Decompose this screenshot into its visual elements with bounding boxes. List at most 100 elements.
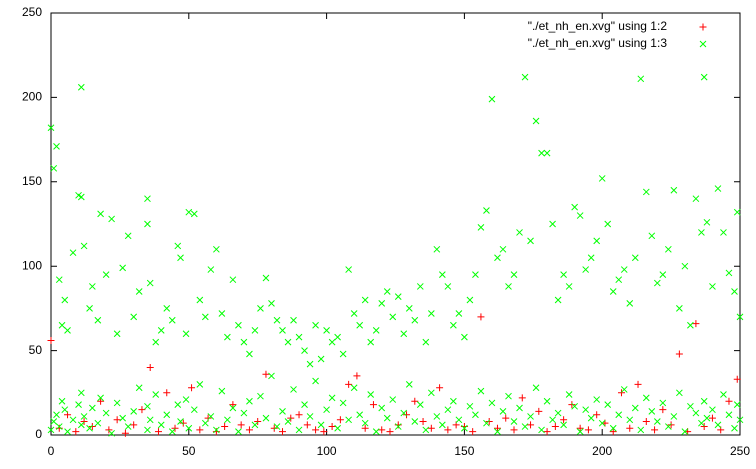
point bbox=[53, 411, 60, 419]
point bbox=[411, 418, 419, 425]
point bbox=[246, 397, 253, 405]
point bbox=[350, 310, 358, 317]
point bbox=[61, 406, 69, 414]
point bbox=[587, 254, 595, 262]
point bbox=[626, 299, 634, 307]
point bbox=[182, 396, 190, 403]
point bbox=[593, 411, 601, 419]
point bbox=[229, 404, 237, 412]
point bbox=[494, 254, 501, 262]
point bbox=[516, 404, 523, 412]
point bbox=[450, 321, 457, 329]
point bbox=[518, 394, 526, 402]
point bbox=[361, 424, 369, 432]
point bbox=[676, 305, 683, 312]
point bbox=[687, 321, 694, 329]
point bbox=[163, 389, 171, 397]
point bbox=[582, 406, 590, 414]
point bbox=[144, 426, 151, 434]
point bbox=[177, 418, 184, 425]
x-tick-label: 50 bbox=[182, 444, 196, 458]
point bbox=[168, 428, 176, 435]
point bbox=[709, 406, 716, 414]
point bbox=[378, 299, 386, 307]
point bbox=[411, 397, 419, 405]
point bbox=[201, 313, 209, 321]
point bbox=[560, 416, 568, 424]
point bbox=[700, 397, 708, 405]
point bbox=[664, 423, 672, 430]
point bbox=[477, 313, 485, 321]
point bbox=[328, 394, 336, 402]
point bbox=[306, 360, 314, 368]
point bbox=[444, 283, 452, 290]
point bbox=[295, 411, 303, 419]
point bbox=[353, 372, 361, 380]
point bbox=[55, 276, 63, 284]
point bbox=[235, 321, 242, 329]
point bbox=[427, 389, 435, 397]
point bbox=[235, 428, 242, 435]
point bbox=[411, 316, 419, 324]
point bbox=[317, 355, 325, 363]
point bbox=[582, 266, 590, 273]
point bbox=[444, 426, 452, 434]
point bbox=[692, 409, 700, 417]
point bbox=[367, 338, 375, 346]
y-tick-label: 200 bbox=[22, 90, 42, 104]
point bbox=[538, 149, 545, 157]
point bbox=[135, 384, 143, 392]
point bbox=[58, 321, 66, 329]
point bbox=[262, 414, 270, 422]
point bbox=[510, 426, 518, 434]
plot-border bbox=[50, 12, 741, 436]
point bbox=[593, 237, 601, 245]
point bbox=[554, 409, 562, 417]
point bbox=[273, 423, 281, 430]
point bbox=[433, 245, 441, 253]
point bbox=[543, 149, 551, 157]
x-tick-label: 250 bbox=[730, 444, 750, 458]
point bbox=[642, 394, 650, 402]
point bbox=[725, 411, 733, 419]
point bbox=[55, 423, 63, 430]
point bbox=[102, 409, 110, 417]
point bbox=[615, 411, 623, 419]
point bbox=[651, 426, 659, 434]
point bbox=[653, 418, 661, 425]
point bbox=[77, 389, 85, 397]
point bbox=[97, 394, 104, 402]
point bbox=[77, 83, 85, 91]
point bbox=[720, 391, 727, 398]
point bbox=[631, 254, 639, 262]
point bbox=[113, 330, 121, 338]
point bbox=[97, 210, 104, 218]
point bbox=[422, 426, 430, 434]
point bbox=[389, 396, 397, 403]
point bbox=[472, 411, 479, 419]
point bbox=[295, 333, 303, 341]
point bbox=[121, 429, 129, 437]
point bbox=[102, 271, 110, 278]
point bbox=[182, 330, 190, 338]
point bbox=[455, 416, 463, 424]
point bbox=[257, 305, 264, 312]
point bbox=[714, 421, 722, 429]
point bbox=[488, 95, 496, 103]
point bbox=[47, 426, 55, 434]
point bbox=[543, 428, 551, 436]
point bbox=[171, 424, 179, 432]
point bbox=[609, 288, 617, 295]
point bbox=[240, 338, 248, 346]
point bbox=[510, 418, 518, 425]
point bbox=[438, 421, 446, 429]
point bbox=[339, 399, 347, 407]
point bbox=[273, 316, 281, 324]
point bbox=[494, 428, 501, 435]
point bbox=[378, 426, 386, 434]
point bbox=[499, 245, 507, 253]
point bbox=[461, 333, 468, 341]
point bbox=[560, 421, 567, 429]
point bbox=[493, 424, 501, 432]
